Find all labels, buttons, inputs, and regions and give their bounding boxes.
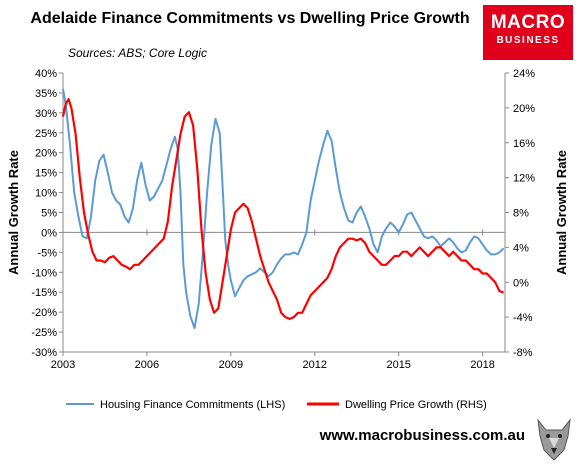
- chart-legend: Housing Finance Commitments (LHS) Dwellin…: [66, 399, 487, 411]
- left-tick-label: -5%: [37, 247, 57, 259]
- footer-url: www.macrobusiness.com.au: [319, 427, 525, 444]
- x-tick-label: 2015: [386, 359, 410, 371]
- macrobusiness-logo: MACRO BUSINESS: [483, 5, 573, 60]
- left-tick-label: -15%: [31, 287, 57, 299]
- chart-series: [61, 88, 505, 330]
- right-tick-label: 0%: [513, 277, 529, 289]
- left-tick-label: 25%: [35, 128, 57, 140]
- right-tick-label: -8%: [513, 347, 533, 359]
- right-tick-label: -4%: [513, 312, 533, 324]
- right-tick-label: 20%: [513, 103, 535, 115]
- wolf-logo-icon: [537, 418, 571, 461]
- chart-axes: 40% 35% 30% 25% 20% 15% 10% 5% 0% -5% -10% -15% -20%…: [6, 68, 569, 371]
- x-tick-label: 2012: [303, 359, 327, 371]
- left-tick-label: -10%: [31, 267, 57, 279]
- left-axis-title: Annual Growth Rate: [6, 150, 21, 275]
- right-tick-label: 24%: [513, 68, 535, 80]
- x-tick-label: 2003: [51, 359, 75, 371]
- x-tick-label: 2009: [219, 359, 243, 371]
- x-tick-label: 2006: [135, 359, 159, 371]
- right-tick-label: 12%: [513, 173, 535, 185]
- left-tick-label: -20%: [31, 307, 57, 319]
- left-tick-label: 40%: [35, 68, 57, 80]
- legend-label: Housing Finance Commitments (LHS): [100, 399, 285, 411]
- series-line-housing-finance: [62, 88, 505, 330]
- right-tick-label: 8%: [513, 208, 529, 220]
- right-tick-label: 16%: [513, 138, 535, 150]
- left-tick-label: 0%: [41, 227, 57, 239]
- left-tick-label: 10%: [35, 188, 57, 200]
- logo-line-macro: MACRO: [490, 12, 566, 33]
- left-tick-label: 30%: [35, 108, 57, 120]
- series-line-dwelling-price: [61, 98, 505, 320]
- logo-line-business: BUSINESS: [496, 35, 560, 46]
- left-tick-label: 20%: [35, 148, 57, 160]
- left-tick-label: 5%: [41, 208, 57, 220]
- right-tick-label: 4%: [513, 242, 529, 254]
- line-chart: 40% 35% 30% 25% 20% 15% 10% 5% 0% -5% -10% -15% -20%…: [6, 68, 569, 411]
- left-tick-label: 35%: [35, 88, 57, 100]
- chart-title: Adelaide Finance Commitments vs Dwelling…: [30, 10, 470, 27]
- left-tick-label: -30%: [31, 347, 57, 359]
- legend-label: Dwelling Price Growth (RHS): [345, 399, 487, 411]
- right-axis-title: Annual Growth Rate: [554, 150, 569, 275]
- left-tick-label: -25%: [31, 327, 57, 339]
- x-tick-label: 2018: [470, 359, 494, 371]
- left-tick-label: 15%: [35, 168, 57, 180]
- chart-subtitle: Sources: ABS; Core Logic: [68, 46, 207, 60]
